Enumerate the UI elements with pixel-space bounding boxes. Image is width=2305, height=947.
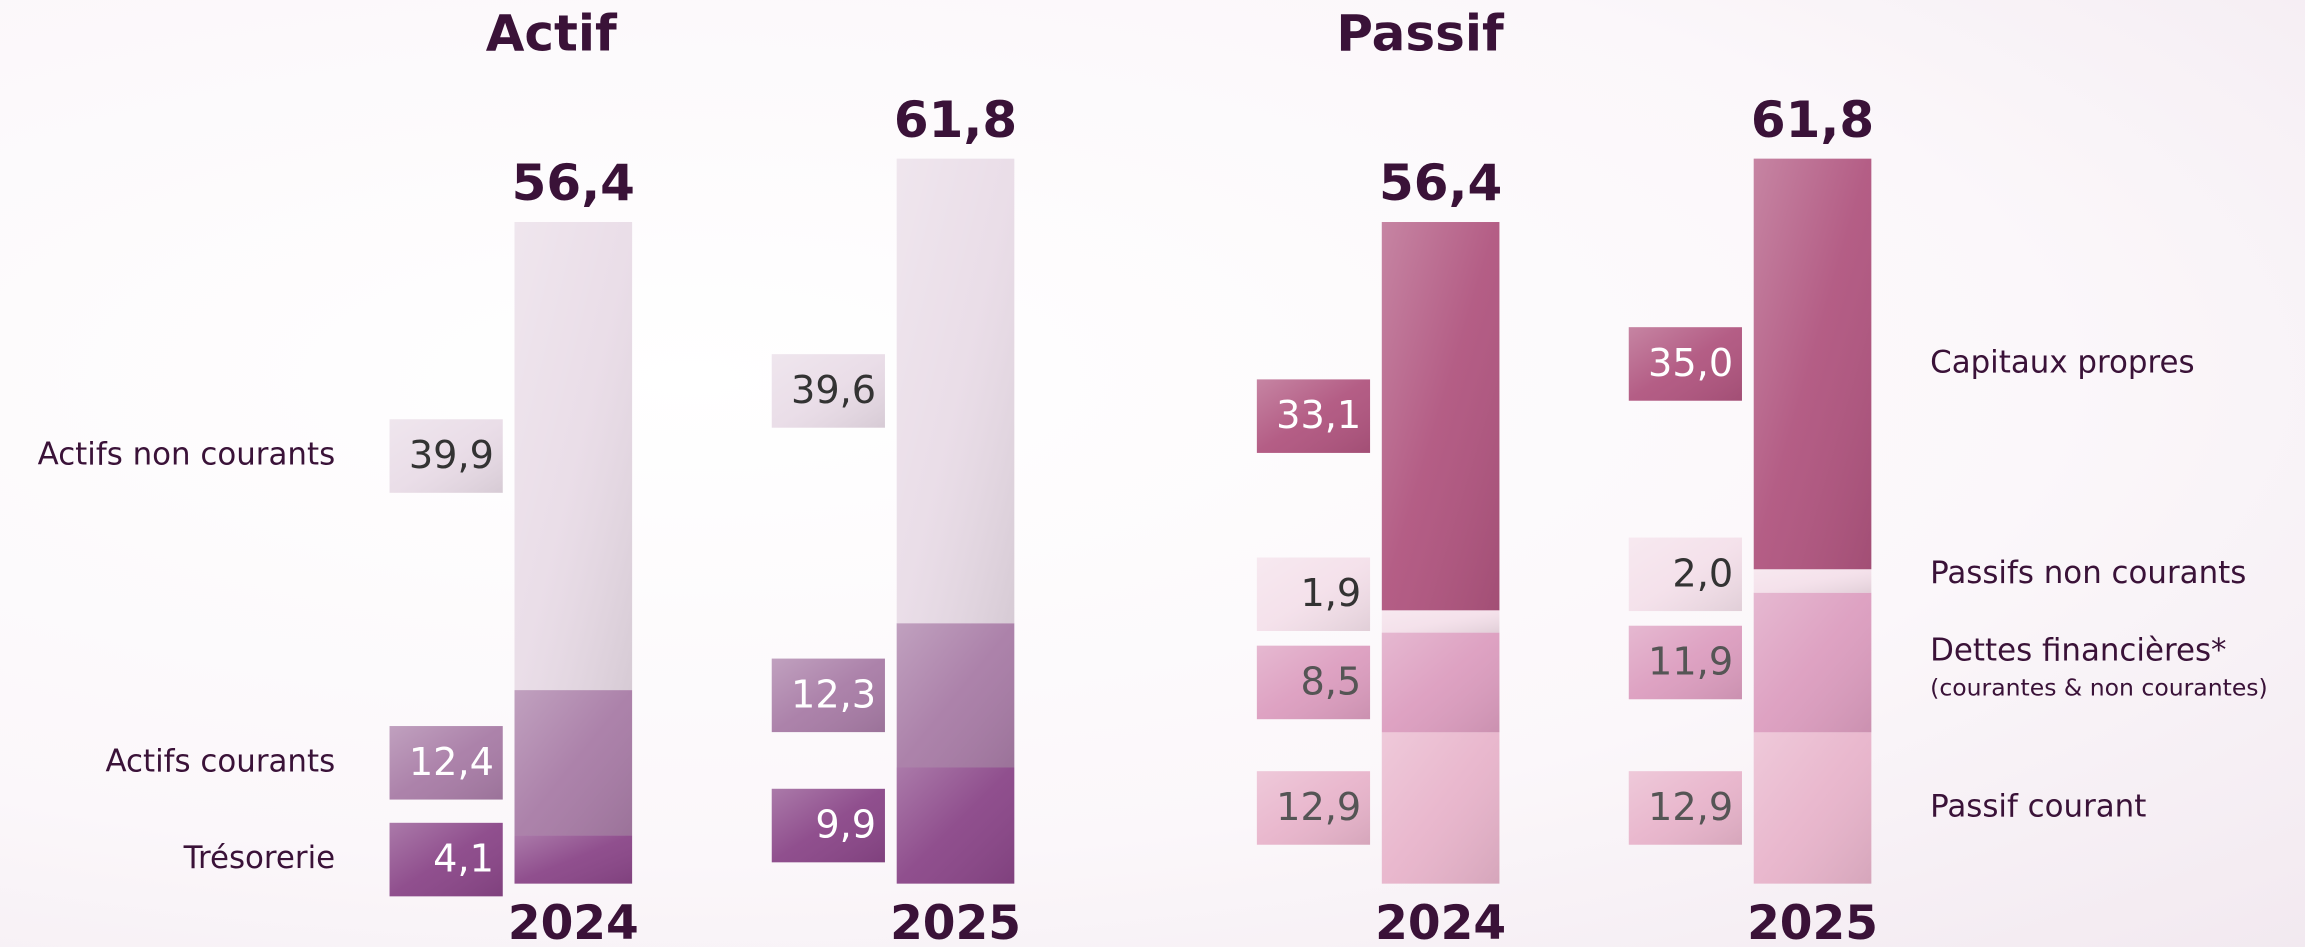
bar-sheen [1381, 632, 1500, 733]
legend-label: Actifs courants [105, 743, 335, 779]
chart-title: Actif [486, 4, 618, 62]
legend-label: Passif courant [1930, 788, 2146, 824]
value-label: 4,1 [433, 838, 494, 882]
legend-label: Trésorerie [183, 840, 336, 876]
legend-note: (courantes & non courantes) [1930, 673, 2268, 701]
value-label: 12,4 [409, 741, 494, 785]
value-box-sheen [389, 822, 503, 897]
bar-sheen [514, 222, 633, 691]
value-box-sheen [771, 658, 885, 733]
value-box-sheen [1628, 537, 1742, 612]
value-box-sheen [1256, 379, 1371, 453]
total-label: 56,4 [512, 154, 635, 212]
legend-label: Dettes financières* [1930, 633, 2226, 669]
legend-label: Capitaux propres [1930, 344, 2194, 380]
legend-label: Passifs non courants [1930, 555, 2246, 591]
bar-sheen [514, 690, 633, 836]
value-label: 12,9 [1276, 786, 1361, 830]
value-box-sheen [1628, 771, 1742, 845]
total-label: 56,4 [1379, 154, 1502, 212]
bar-sheen [896, 158, 1015, 624]
value-label: 8,5 [1300, 660, 1361, 704]
category-label: 2024 [1375, 896, 1506, 947]
value-box-sheen [389, 726, 503, 800]
value-label: 33,1 [1276, 394, 1361, 438]
bar-sheen [1753, 732, 1872, 884]
value-box-sheen [1256, 645, 1371, 720]
bar-sheen [896, 767, 1015, 884]
category-label: 2024 [508, 896, 639, 947]
value-box-sheen [1628, 327, 1742, 401]
value-label: 1,9 [1300, 572, 1361, 616]
value-box-sheen [771, 788, 885, 863]
bar-sheen [1753, 158, 1872, 570]
value-box-sheen [771, 354, 885, 428]
bar-sheen [1381, 222, 1500, 611]
total-label: 61,8 [894, 91, 1017, 149]
value-label: 39,6 [791, 369, 876, 413]
legend-label: Actifs non courants [38, 437, 336, 473]
category-label: 2025 [1747, 896, 1878, 947]
value-box-sheen [1256, 771, 1371, 845]
value-label: 39,9 [409, 434, 494, 478]
value-box-sheen [1256, 557, 1371, 632]
bar-sheen [1381, 732, 1500, 884]
total-label: 61,8 [1751, 91, 1874, 149]
bar-sheen [896, 623, 1015, 768]
chart-title: Passif [1336, 4, 1505, 62]
value-label: 12,3 [791, 673, 876, 717]
bar-sheen [1381, 610, 1500, 633]
bar-sheen [1753, 592, 1872, 733]
value-box-sheen [1628, 625, 1742, 700]
value-label: 11,9 [1648, 640, 1733, 684]
value-label: 35,0 [1648, 342, 1733, 386]
value-label: 9,9 [815, 804, 876, 848]
value-label: 2,0 [1672, 552, 1733, 596]
bar-sheen [514, 835, 633, 884]
value-box-sheen [389, 419, 503, 493]
category-label: 2025 [890, 896, 1021, 947]
bar-sheen [1753, 569, 1872, 593]
value-label: 12,9 [1648, 786, 1733, 830]
